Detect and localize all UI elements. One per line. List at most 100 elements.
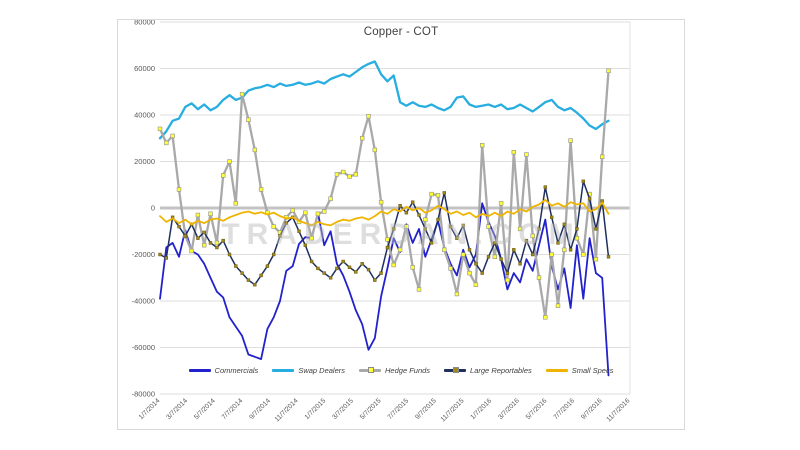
cot-plot: 80000 60000 40000 20000 0 -20000 -40000 -60000 -…: [132, 20, 632, 423]
data-point-marker: [568, 138, 573, 143]
data-point-marker: [486, 224, 491, 229]
data-point-marker: [195, 212, 201, 218]
y-axis-tick-label: 60000: [134, 64, 155, 73]
data-point-marker: [164, 140, 169, 146]
data-point-marker: [360, 262, 364, 266]
data-point-marker: [334, 172, 340, 177]
data-point-marker: [423, 227, 427, 231]
data-point-marker: [360, 136, 365, 141]
data-point-marker: [164, 256, 169, 260]
data-point-marker: [272, 252, 276, 257]
data-point-marker: [479, 143, 485, 148]
data-point-marker: [239, 91, 245, 97]
data-point-marker: [246, 278, 251, 282]
data-point-marker: [454, 291, 460, 297]
data-point-marker: [499, 257, 503, 261]
legend-label: Hedge Funds: [385, 366, 431, 375]
y-axis-tick-label: -80000: [132, 390, 155, 399]
x-axis-tick-label: 11/7/2016: [605, 397, 631, 423]
y-axis-tick-label: -20000: [132, 250, 155, 259]
data-point-marker: [341, 169, 346, 175]
data-point-marker: [429, 191, 434, 197]
data-point-marker: [429, 241, 434, 245]
x-axis-tick-label: 3/7/2016: [497, 397, 521, 421]
data-point-marker: [410, 265, 415, 270]
data-point-marker: [442, 191, 446, 195]
data-point-marker: [512, 248, 516, 252]
data-point-marker: [593, 257, 599, 262]
data-point-marker: [587, 197, 592, 201]
data-point-marker: [536, 275, 542, 280]
data-point-marker: [416, 287, 422, 292]
data-point-marker: [379, 271, 383, 275]
legend-label: Commercials: [214, 366, 259, 375]
data-point-marker: [417, 213, 421, 217]
legend-item-commercials: Commercials: [188, 366, 259, 375]
series-line-small-specs: [159, 198, 610, 227]
y-axis-tick-label: 80000: [134, 20, 155, 27]
data-point-marker: [397, 247, 403, 252]
data-point-marker: [373, 278, 377, 282]
data-point-marker: [315, 211, 321, 216]
legend-item-hedge-funds: Hedge Funds: [359, 366, 430, 375]
data-point-marker: [524, 238, 529, 243]
legend-line-swatch: [444, 367, 467, 373]
chart-legend: Commercials Swap Dealers Hedge Funds Large …: [118, 366, 684, 375]
data-point-marker: [467, 248, 472, 252]
data-point-marker: [486, 255, 491, 259]
series-line-commercials: [159, 202, 610, 377]
y-axis-tick-label: 40000: [134, 111, 155, 120]
data-point-marker: [460, 252, 466, 257]
data-point-marker: [259, 273, 263, 278]
data-point-marker: [594, 227, 598, 231]
data-point-marker: [549, 252, 554, 257]
data-point-marker: [353, 172, 358, 177]
data-point-marker: [284, 221, 288, 225]
data-point-marker: [354, 270, 358, 274]
data-point-marker: [227, 252, 232, 257]
data-point-marker: [606, 68, 611, 74]
data-point-marker: [303, 210, 308, 215]
legend-marker: [368, 367, 375, 373]
data-point-marker: [202, 230, 206, 235]
x-axis-tick-label: 1/7/2016: [470, 397, 494, 421]
data-point-marker: [316, 266, 320, 271]
data-point-marker: [297, 229, 301, 233]
data-point-marker: [202, 243, 207, 248]
y-axis-tick-label: -60000: [132, 343, 155, 352]
series-line-hedge-funds: [158, 69, 610, 319]
data-point-marker: [196, 236, 200, 240]
data-point-marker: [549, 215, 554, 219]
x-axis-tick-label: 3/7/2014: [165, 397, 189, 421]
x-axis-tick-label: 5/7/2014: [193, 397, 217, 421]
x-axis-tick-label: 9/7/2016: [580, 397, 604, 421]
data-point-marker: [530, 252, 535, 257]
data-point-marker: [378, 200, 384, 205]
data-point-marker: [568, 248, 573, 252]
data-point-marker: [221, 173, 226, 178]
data-point-marker: [581, 252, 586, 257]
data-point-marker: [290, 208, 295, 213]
data-point-marker: [524, 152, 529, 157]
legend-item-large-reportables: Large Reportables: [444, 366, 532, 375]
data-point-marker: [215, 245, 219, 250]
data-point-marker: [303, 243, 307, 247]
x-axis-tick-label: 7/7/2015: [387, 397, 411, 421]
data-point-marker: [158, 252, 162, 257]
data-point-marker: [530, 233, 535, 239]
data-point-marker: [278, 234, 282, 238]
x-axis-tick-label: 11/7/2014: [274, 397, 300, 423]
data-point-marker: [309, 259, 314, 264]
data-point-marker: [599, 154, 605, 159]
data-point-marker: [157, 126, 163, 132]
data-point-marker: [328, 196, 333, 201]
data-point-marker: [410, 200, 415, 204]
data-point-marker: [455, 236, 459, 240]
data-point-marker: [404, 211, 409, 215]
data-point-marker: [341, 259, 345, 264]
legend-marker: [453, 367, 460, 373]
data-point-marker: [556, 241, 560, 245]
legend-label: Large Reportables: [470, 366, 532, 375]
x-axis-tick-label: 9/7/2015: [414, 397, 438, 421]
